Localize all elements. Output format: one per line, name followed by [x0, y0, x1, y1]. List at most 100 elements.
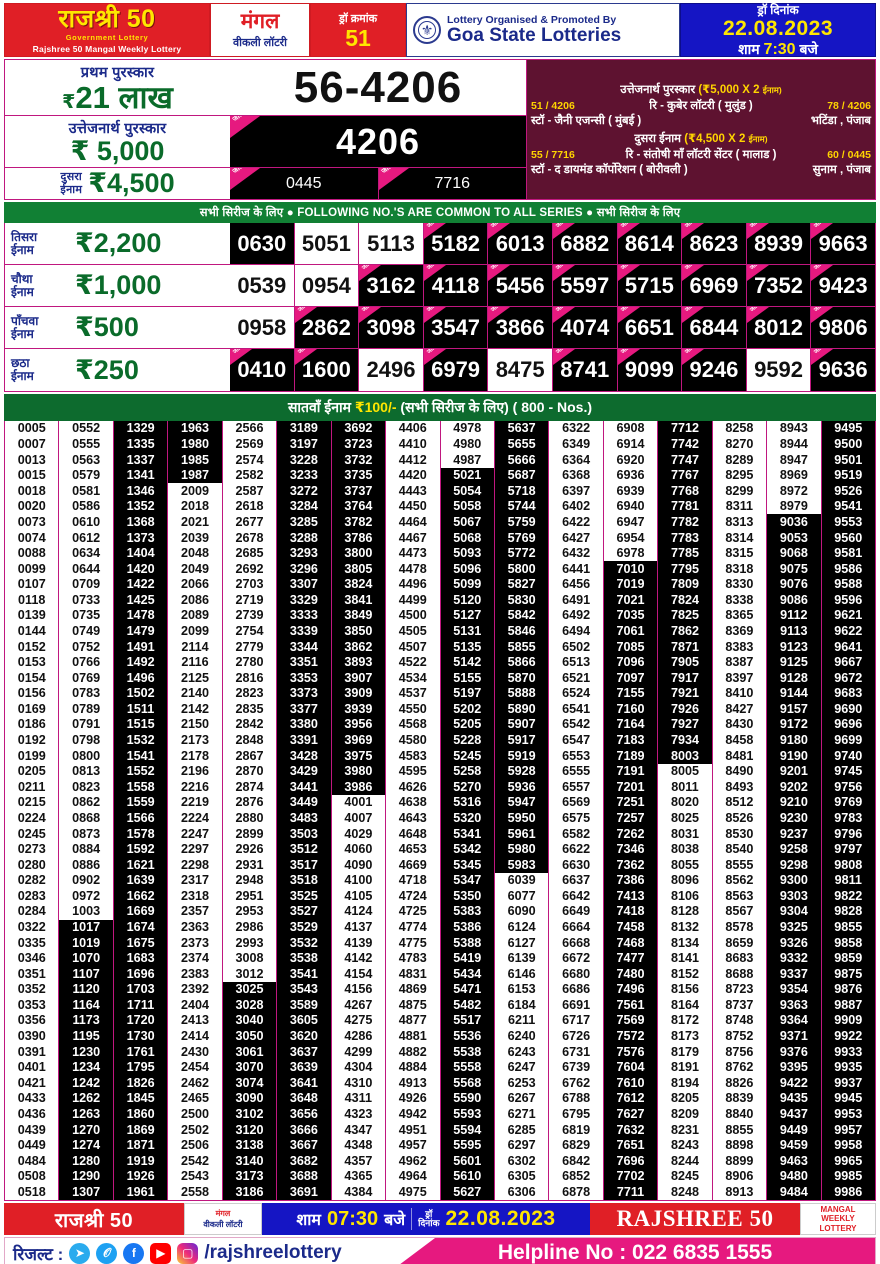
seventh-prize-number: 2780 — [222, 654, 277, 671]
seventh-prize-number: 2506 — [168, 1137, 222, 1154]
seventh-prize-number: 1234 — [59, 1059, 113, 1076]
seventh-prize-number: 6090 — [494, 903, 549, 920]
seventh-prize-number: 2754 — [222, 623, 277, 640]
common-prize-number: जीते 6651 — [616, 307, 682, 348]
seventh-prize-number: 8152 — [658, 966, 712, 982]
seventh-prize-number: 3525 — [277, 888, 331, 904]
seventh-prize-number: 7632 — [603, 1122, 658, 1138]
social-handle[interactable]: /rajshreelottery — [204, 1242, 342, 1263]
twitter-icon[interactable]: 𝒪 — [96, 1242, 118, 1264]
seventh-prize-number: 9986 — [821, 1184, 875, 1200]
seventh-prize-number: 7795 — [658, 561, 712, 577]
seventh-prize-number: 8243 — [658, 1137, 712, 1154]
winner-tag-icon: जीते — [488, 223, 511, 239]
seventh-prize-number: 5120 — [440, 592, 494, 608]
seventh-prize-number: 6553 — [549, 748, 603, 764]
seventh-prize-number: 6541 — [549, 701, 603, 717]
seventh-prize-number: 0798 — [59, 732, 113, 749]
seventh-prize-number: 0186 — [5, 716, 59, 733]
common-prize-number-value: 0539 — [237, 272, 287, 298]
seventh-prize-number: 8106 — [658, 888, 712, 904]
seventh-prize-number: 3070 — [222, 1059, 277, 1076]
seventh-prize-number: 2462 — [168, 1075, 222, 1091]
seventh-prize-number: 8383 — [712, 639, 767, 655]
seventh-prize-number: 2692 — [222, 561, 277, 577]
seventh-prize-number: 1491 — [113, 639, 168, 655]
brand-logo: राजश्री 50 Government Lottery Rajshree 5… — [4, 3, 210, 57]
seventh-prize-number: 5536 — [440, 1028, 494, 1045]
seventh-prize-number: 3909 — [331, 685, 386, 702]
winner-tag-icon: जीते — [423, 349, 446, 365]
seventh-prize-number: 9876 — [821, 981, 875, 998]
winner-tag-icon: जीते — [423, 223, 446, 239]
seventh-prize-number: 1280 — [59, 1153, 113, 1169]
seventh-prize-number: 3333 — [277, 607, 331, 624]
seventh-prize-number: 4473 — [386, 545, 440, 562]
seventh-prize-number: 7468 — [603, 935, 658, 951]
seventh-prize-number: 2430 — [168, 1044, 222, 1060]
seventh-prize-number: 5866 — [494, 654, 549, 671]
seventh-prize-number: 0644 — [59, 561, 113, 577]
seventh-prize-number: 9371 — [767, 1028, 821, 1045]
seventh-prize-number: 5759 — [494, 514, 549, 531]
seventh-prize-number: 1621 — [113, 857, 168, 873]
seventh-prize-number: 3907 — [331, 670, 386, 686]
seventh-prize-number: 5800 — [494, 561, 549, 577]
seventh-prize-number: 3483 — [277, 810, 331, 827]
seventh-prize-number: 8134 — [658, 935, 712, 951]
seventh-prize-number: 6908 — [603, 421, 658, 437]
common-prize-number: जीते 6013 — [487, 223, 552, 264]
seventh-prize-number: 2224 — [168, 810, 222, 827]
seventh-prize-number: 2009 — [168, 483, 222, 499]
seventh-prize-number: 5595 — [440, 1137, 494, 1154]
seventh-prize-column: 3692 3723 3732 3735 3737 3764 3782 3786 3800 3805… — [330, 421, 386, 1200]
seventh-prize-number: 8567 — [712, 903, 767, 920]
seventh-prize-number: 6914 — [603, 436, 658, 453]
common-prize-number: जीते 4074 — [551, 307, 617, 348]
winner-tag-icon: जीते — [488, 307, 511, 323]
seventh-prize-number: 0335 — [5, 935, 59, 951]
seventh-prize-number: 6368 — [549, 467, 603, 484]
seventh-prize-number: 3620 — [277, 1028, 331, 1045]
seventh-prize-number: 6557 — [549, 779, 603, 795]
seventh-prize-number: 9822 — [821, 888, 875, 904]
winner-tag-icon: जीते — [230, 168, 260, 190]
second-prize-title: दुसरा ईनाम — [60, 171, 83, 196]
seventh-prize-number: 8512 — [712, 794, 767, 811]
seventh-prize-number: 2048 — [168, 545, 222, 562]
seventh-prize-number: 6569 — [549, 794, 603, 811]
seventh-prize-number: 5769 — [494, 530, 549, 546]
winner-tag-icon: जीते — [552, 265, 575, 281]
youtube-icon[interactable]: ▶ — [150, 1242, 172, 1264]
seventh-prize-number: 0612 — [59, 530, 113, 546]
seventh-prize-number: 6731 — [549, 1044, 603, 1060]
seventh-prize-number: 9641 — [821, 639, 875, 655]
seventh-prize-number: 8132 — [658, 919, 712, 936]
seventh-prize-number: 1274 — [59, 1137, 113, 1154]
telegram-icon[interactable]: ➤ — [69, 1242, 91, 1264]
seventh-prize-number: 7160 — [603, 701, 658, 717]
seventh-prize-number: 7871 — [658, 639, 712, 655]
seventh-prize-number: 6954 — [603, 530, 658, 546]
common-prize-number: 8475 — [487, 349, 552, 391]
common-prize-number-value: 0958 — [237, 314, 287, 340]
common-prize-number-value: 5051 — [301, 230, 351, 256]
seventh-prize-number: 5917 — [494, 732, 549, 749]
seventh-prize-number: 4653 — [386, 841, 440, 858]
seventh-prize-number: 6127 — [494, 935, 549, 951]
seventh-prize-number: 1669 — [113, 903, 168, 920]
seventh-prize-number: 7905 — [658, 654, 712, 671]
seventh-prize-number: 3228 — [277, 452, 331, 468]
seventh-prize-number: 7477 — [603, 950, 658, 967]
instagram-icon[interactable]: ▢ — [177, 1242, 199, 1264]
seventh-prize-number: 6513 — [549, 654, 603, 671]
seventh-prize-number: 3541 — [277, 966, 331, 982]
seventh-prize-number: 6247 — [494, 1059, 549, 1076]
footer-rajshree-english: RAJSHREE 50 — [590, 1203, 800, 1235]
seventh-prize-number: 4478 — [386, 561, 440, 577]
seventh-prize-number: 3429 — [277, 763, 331, 780]
seventh-prize-number: 4550 — [386, 701, 440, 717]
facebook-icon[interactable]: f — [123, 1242, 145, 1264]
seventh-prize-number: 0769 — [59, 670, 113, 686]
